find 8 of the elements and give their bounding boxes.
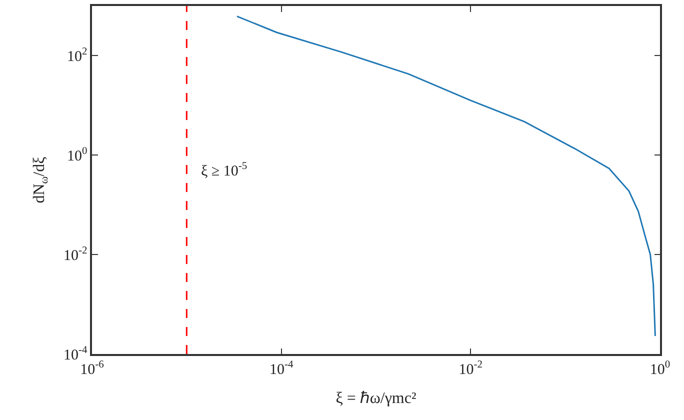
x-tick-label: 10$^{-4}$ <box>269 359 294 378</box>
y-tick-label: 10$^{2}$ <box>67 46 88 65</box>
y-tick-label: 10$^{0}$ <box>67 146 88 164</box>
annotation: ξ ≥ 10$^{-5}$ <box>201 161 248 180</box>
x-tick-label: 10$^{-2}$ <box>458 359 483 378</box>
x-axis-title: ξ = ℏω/γmc² <box>336 390 416 407</box>
x-tick-label: 10$^{0}$ <box>650 359 670 378</box>
y-tick-label: 10$^{-2}$ <box>64 246 88 264</box>
